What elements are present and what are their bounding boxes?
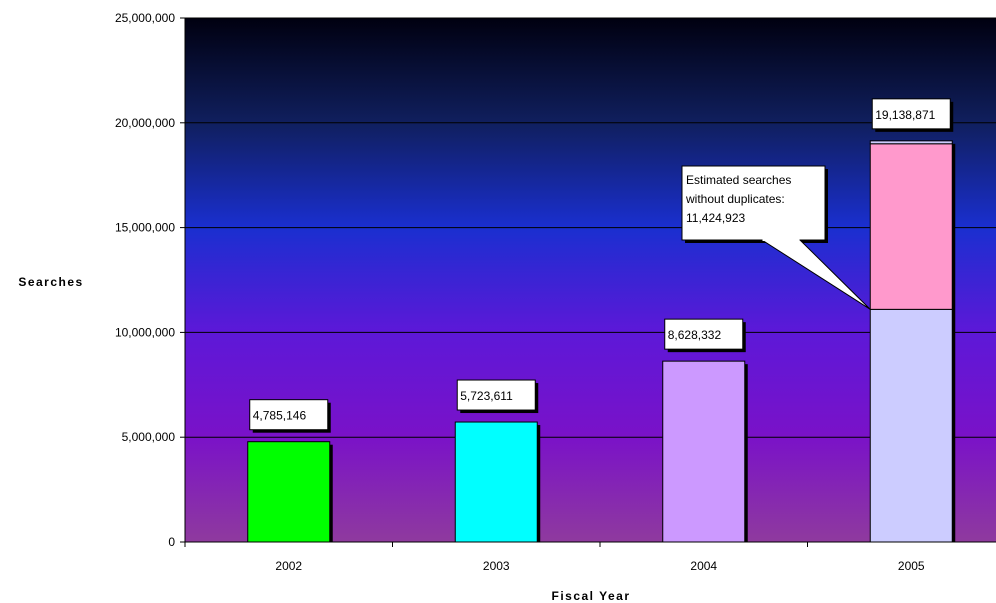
- data-label-2005: 19,138,871: [871, 98, 954, 132]
- y-tick-label: 20,000,000: [115, 116, 175, 130]
- bars: [247, 140, 956, 543]
- data-label-box: [456, 379, 536, 411]
- bar-segment: [869, 308, 953, 543]
- y-axis-title: Searches: [18, 275, 83, 289]
- bar: [662, 360, 746, 543]
- callout-text-line: 11,424,923: [686, 211, 745, 225]
- data-label-box: [249, 399, 329, 431]
- x-tick-label: 2003: [483, 559, 510, 573]
- data-labels: 4,785,146 5,723,611 8,628,332 19,138,871: [249, 98, 954, 433]
- data-label: 19,138,871: [875, 108, 935, 122]
- gridlines: [185, 17, 996, 438]
- bar-segment: [869, 143, 953, 310]
- data-label: 8,628,332: [668, 328, 722, 342]
- data-label-2003: 5,723,611: [456, 379, 539, 414]
- bar-2005: [869, 140, 956, 543]
- axes: 0 5,000,000 10,000,000 15,000,000 20,000,000…: [115, 11, 996, 573]
- y-tick-label: 15,000,000: [115, 221, 175, 235]
- annotation-callout: Estimated searches without duplicates: 11,…: [681, 165, 871, 310]
- bar-2003: [454, 421, 541, 543]
- data-label-2002: 4,785,146: [249, 399, 331, 433]
- y-tick-label: 0: [168, 535, 175, 549]
- x-tick-label: 2002: [275, 559, 302, 573]
- bar-2002: [247, 441, 333, 543]
- bar: [454, 421, 538, 543]
- data-label-box: [664, 318, 744, 350]
- callout-box: [681, 165, 826, 241]
- bar: [247, 441, 331, 543]
- callout-text-line: Estimated searches: [686, 173, 791, 187]
- bar-2004: [662, 360, 748, 543]
- data-label: 5,723,611: [460, 389, 513, 403]
- x-tick-label: 2005: [898, 559, 925, 573]
- y-tick-label: 25,000,000: [115, 11, 175, 25]
- bar-segment: [869, 140, 953, 145]
- y-tick-label: 5,000,000: [122, 430, 176, 444]
- data-label-box: [871, 98, 951, 130]
- x-tick-label: 2004: [690, 559, 717, 573]
- x-axis-title: Fiscal Year: [552, 589, 631, 603]
- y-tick-label: 10,000,000: [115, 325, 175, 339]
- callout-text-line: without duplicates:: [685, 192, 785, 206]
- data-label: 4,785,146: [253, 409, 307, 423]
- data-label-2004: 8,628,332: [664, 318, 746, 353]
